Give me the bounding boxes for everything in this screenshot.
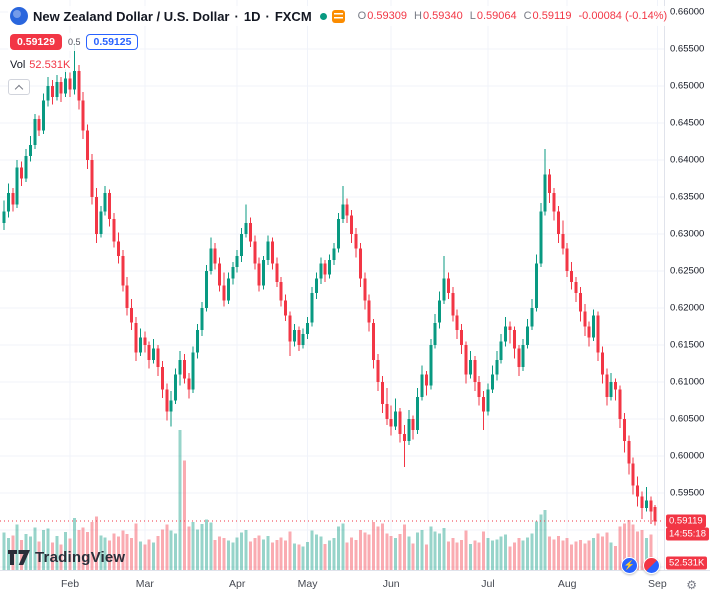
separator: · xyxy=(234,8,239,24)
price-tick: 0.60000 xyxy=(670,450,705,462)
change-value: -0.00084 (-0.14%) xyxy=(578,10,668,22)
price-tick: 0.63000 xyxy=(670,228,705,240)
open-label: O xyxy=(357,10,367,22)
price-tick: 0.62500 xyxy=(670,265,705,277)
volume-indicator-value: 52.531K xyxy=(29,59,71,71)
volume-axis-label: 52.531K xyxy=(666,556,708,570)
chart-legend: New Zealand Dollar / U.S. Dollar · 1D · … xyxy=(8,6,670,95)
collapse-legend-button[interactable] xyxy=(8,79,30,95)
watermark-text: TradingView xyxy=(35,549,126,566)
ohlc-values: O 0.59309 H 0.59340 L 0.59064 C 0.59119 -0.0… xyxy=(358,10,668,22)
trade-buttons-row: 0.59129 0.5 0.59125 xyxy=(8,33,141,51)
tradingview-watermark[interactable]: TradingView xyxy=(8,549,125,566)
close-value: 0.59119 xyxy=(532,10,572,22)
time-tick-sep: Sep xyxy=(648,578,667,590)
price-tick: 0.59500 xyxy=(670,487,705,499)
tradingview-logo-icon xyxy=(8,550,30,565)
price-tick: 0.65500 xyxy=(670,43,705,55)
open-value: 0.59309 xyxy=(367,10,407,22)
gear-icon[interactable]: ⚙ xyxy=(686,578,697,592)
sentiment-icon[interactable] xyxy=(643,557,660,574)
time-axis[interactable]: ⚙ Feb Mar Apr May Jun Jul Aug Sep xyxy=(0,570,710,600)
time-tick-may: May xyxy=(297,578,318,590)
time-tick-mar: Mar xyxy=(135,578,154,590)
price-tick: 0.64500 xyxy=(670,117,705,129)
spread-label: 0.5 xyxy=(67,37,81,47)
price-tick: 0.62000 xyxy=(670,302,705,314)
separator: · xyxy=(265,8,270,24)
current-price-label: 0.59119 xyxy=(666,514,706,528)
candlestick-chart[interactable] xyxy=(0,0,664,570)
volume-indicator-label: Vol xyxy=(10,59,26,71)
price-tick: 0.65000 xyxy=(670,80,705,92)
time-tick-aug: Aug xyxy=(557,578,577,590)
price-tick: 0.63500 xyxy=(670,191,705,203)
chevron-up-icon xyxy=(14,84,24,93)
time-tick-apr: Apr xyxy=(229,578,246,590)
close-label: C xyxy=(523,10,532,22)
price-tick: 0.60500 xyxy=(670,413,705,425)
list-icon[interactable] xyxy=(331,9,345,23)
floating-buttons: ⚡ xyxy=(621,557,660,574)
market-status-icon xyxy=(319,12,327,20)
lightning-icon[interactable]: ⚡ xyxy=(621,557,638,574)
symbol-title[interactable]: New Zealand Dollar / U.S. Dollar xyxy=(33,8,230,24)
buy-button[interactable]: 0.59125 xyxy=(86,34,139,50)
low-label: L xyxy=(469,10,476,22)
price-tick: 0.61500 xyxy=(670,339,705,351)
low-value: 0.59064 xyxy=(476,10,517,22)
time-tick-jun: Jun xyxy=(382,578,400,590)
time-tick-feb: Feb xyxy=(60,578,80,590)
time-tick-jul: Jul xyxy=(481,578,495,590)
interval-label[interactable]: 1D xyxy=(243,8,261,24)
bar-countdown-label: 14:55:18 xyxy=(666,527,709,541)
price-tick: 0.66000 xyxy=(670,6,705,18)
symbol-legend-row: New Zealand Dollar / U.S. Dollar · 1D · … xyxy=(8,6,670,26)
price-tick: 0.61000 xyxy=(670,376,705,388)
price-axis[interactable]: 0.59119 14:55:18 52.531K 0.66000 0.65500 0… xyxy=(664,0,710,573)
exchange-label[interactable]: FXCM xyxy=(274,8,312,24)
high-label: H xyxy=(413,10,422,22)
symbol-logo-icon[interactable] xyxy=(10,7,28,25)
price-tick: 0.64000 xyxy=(670,154,705,166)
volume-indicator-row[interactable]: Vol 52.531K xyxy=(8,58,73,72)
sell-button[interactable]: 0.59129 xyxy=(10,34,62,50)
high-value: 0.59340 xyxy=(422,10,463,22)
